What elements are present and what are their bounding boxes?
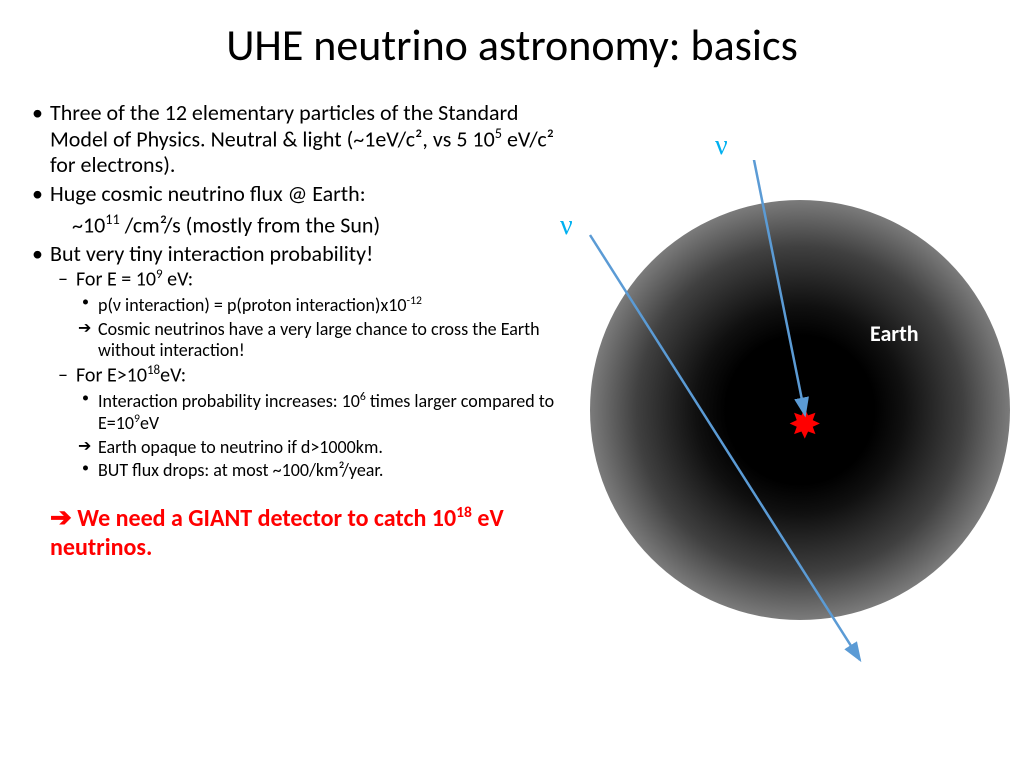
- bullet-3-sub2-p3: BUT flux drops: at most ~100/km²/year.: [76, 460, 568, 482]
- bullet-3-sub1: For E = 109 eV: p(ν interaction) = p(pro…: [50, 268, 568, 361]
- bullet-2: Huge cosmic neutrino flux @ Earth:: [28, 181, 568, 206]
- bullet-1: Three of the 12 elementary particles of …: [28, 100, 568, 177]
- slide-title: UHE neutrino astronomy: basics: [0, 0, 1024, 72]
- earth-label: Earth: [870, 320, 919, 347]
- bullet-content: Three of the 12 elementary particles of …: [28, 100, 568, 563]
- nu-label-2: ν: [560, 210, 573, 242]
- interaction-star-icon: ✸: [788, 405, 822, 445]
- bullet-3-sub1-p2: Cosmic neutrinos have a very large chanc…: [76, 319, 568, 362]
- bullet-3-sub1-p1: p(ν interaction) = p(proton interaction)…: [76, 294, 568, 317]
- bullet-3: But very tiny interaction probability! F…: [28, 241, 568, 482]
- bullet-3-sub2: For E>1018eV: Interaction probability in…: [50, 364, 568, 482]
- nu-label-1: ν: [715, 130, 728, 162]
- earth-diagram: Earth ✸ ν ν: [560, 160, 1010, 680]
- bullet-2-line2: ~1011 /cm²/s (mostly from the Sun): [28, 211, 568, 238]
- bullet-3-sub2-p2: Earth opaque to neutrino if d>1000km.: [76, 437, 568, 459]
- bullet-3-sub2-p1: Interaction probability increases: 106 t…: [76, 390, 568, 435]
- conclusion: ➔ We need a GIANT detector to catch 1018…: [28, 502, 568, 563]
